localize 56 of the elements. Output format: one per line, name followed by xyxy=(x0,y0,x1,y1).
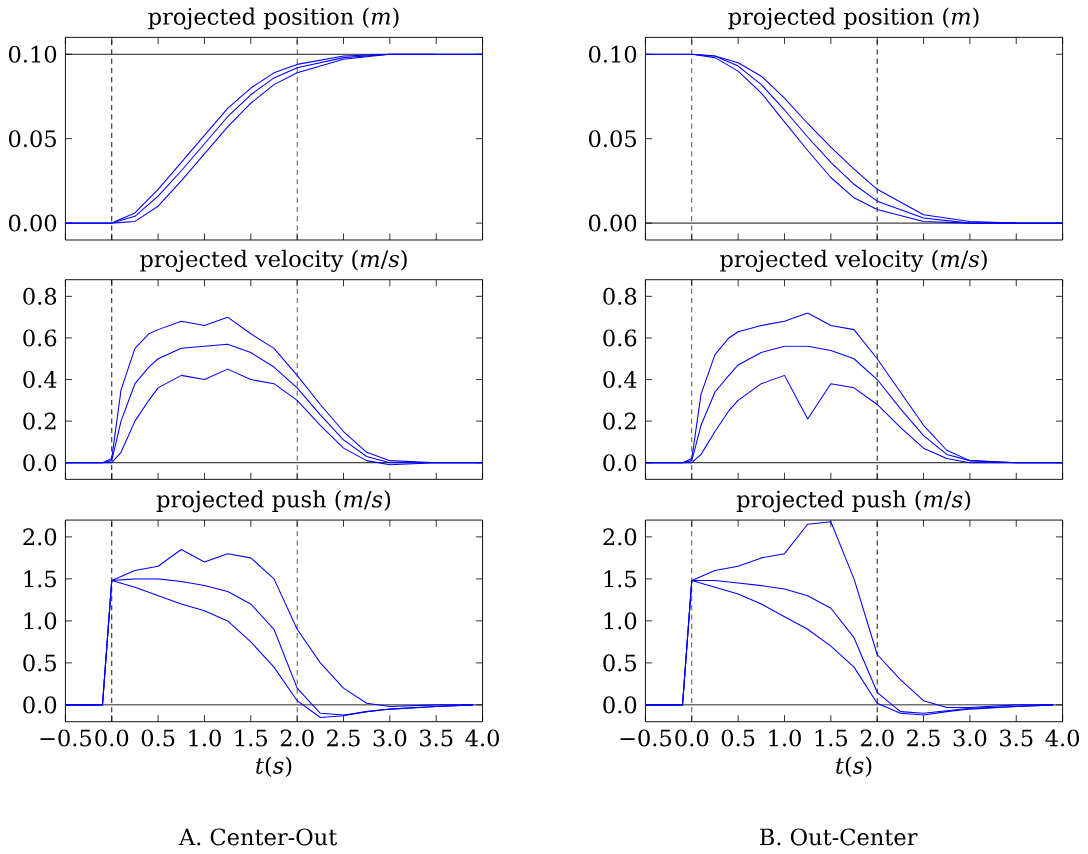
x-tick-label: 2.5 xyxy=(907,729,940,747)
x-tick-label: 0.5 xyxy=(141,729,175,747)
y-tick-label: 0.00 xyxy=(589,214,637,232)
y-tick-label: 0.8 xyxy=(603,287,637,305)
y-tick-label: 0.0 xyxy=(23,696,57,714)
x-tick-label: 4.0 xyxy=(1045,729,1080,747)
x-tick-label: 3.0 xyxy=(953,729,987,747)
x-axis-title: t(s) xyxy=(836,756,872,778)
x-tick-label: 3.5 xyxy=(420,729,453,747)
x-tick-label: 3.5 xyxy=(1000,729,1033,747)
x-tick-label: 2.0 xyxy=(280,729,314,747)
y-tick-label: 0.0 xyxy=(603,454,637,472)
y-tick-label: 1.0 xyxy=(24,612,57,630)
y-tick-label: 2.0 xyxy=(23,528,57,546)
y-tick-label: 0.5 xyxy=(23,654,56,672)
chart-title: projected push (m/s) xyxy=(156,490,391,513)
chart-title: projected position (m) xyxy=(148,7,399,30)
x-tick-label: 4.0 xyxy=(465,729,499,747)
y-tick-label: 1.5 xyxy=(604,570,636,588)
text: B. Out-Center xyxy=(760,828,918,846)
x-tick-label: 1.0 xyxy=(769,729,801,747)
y-tick-label: 0.00 xyxy=(8,214,57,232)
chart-title: projected velocity (m/s) xyxy=(720,249,987,273)
chart-title: projected position (m) xyxy=(728,7,979,30)
y-tick-label: 0.0 xyxy=(603,696,637,714)
x-tick-label: 1.0 xyxy=(189,729,221,747)
y-tick-label: 0.5 xyxy=(603,654,636,672)
x-tick-label: −0.5 xyxy=(40,729,91,747)
y-tick-label: 2.0 xyxy=(603,528,637,546)
y-tick-label: 0.10 xyxy=(8,45,57,63)
chart-title: projected push (m/s) xyxy=(736,490,971,513)
x-tick-label: 3.0 xyxy=(373,729,407,747)
y-tick-label: 0.0 xyxy=(23,454,57,472)
y-tick-label: 1.5 xyxy=(24,570,56,588)
y-tick-label: 0.2 xyxy=(603,412,636,430)
x-tick-label: 0.5 xyxy=(721,729,755,747)
x-tick-label: 0.0 xyxy=(675,729,709,747)
y-tick-label: 0.05 xyxy=(8,130,56,148)
x-tick-label: −0.5 xyxy=(620,729,672,747)
x-tick-label: 1.5 xyxy=(235,729,267,747)
y-tick-label: 0.2 xyxy=(23,412,56,430)
x-tick-label: 2.5 xyxy=(327,729,360,747)
y-tick-label: 0.10 xyxy=(589,45,637,63)
chart-title: projected velocity (m/s) xyxy=(140,249,407,273)
y-tick-label: 0.6 xyxy=(23,329,57,347)
text: A. Center-Out xyxy=(178,828,338,846)
y-tick-label: 0.8 xyxy=(23,287,57,305)
y-tick-label: 0.05 xyxy=(589,130,636,148)
x-tick-label: 1.5 xyxy=(815,729,848,747)
x-tick-label: 0.0 xyxy=(95,729,129,747)
y-tick-label: 0.6 xyxy=(603,329,637,347)
x-tick-label: 2.0 xyxy=(860,729,894,747)
y-tick-label: 1.0 xyxy=(604,612,637,630)
x-axis-title: t(s) xyxy=(256,756,292,778)
y-tick-label: 0.4 xyxy=(23,371,57,389)
y-tick-label: 0.4 xyxy=(603,371,637,389)
